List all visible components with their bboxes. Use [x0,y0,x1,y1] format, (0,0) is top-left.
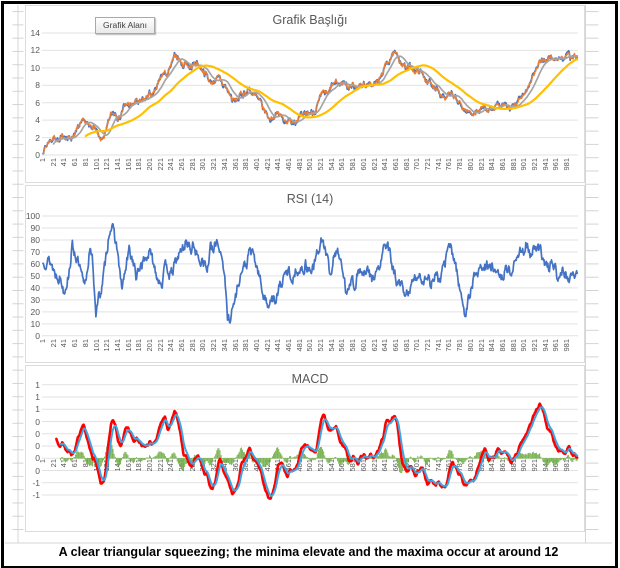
y-tick-label: 0 [35,465,40,476]
y-tick-label: 4 [35,115,40,126]
macd-chart-title: MACD [291,372,329,386]
y-tick-label: 10 [30,318,40,329]
y-tick-label: 0 [35,416,40,427]
y-tick-label: 0 [35,330,40,341]
y-tick-label: -1 [32,477,40,488]
y-tick-label: 90 [30,223,40,233]
y-tick-label: 8 [35,80,40,91]
y-tick-label: 0 [35,453,40,464]
y-tick-label: 1 [35,392,40,402]
y-tick-label: 10 [30,62,40,73]
y-tick-label: 0 [35,441,40,451]
y-tick-label: 80 [30,235,40,245]
rsi-chart-title: RSI (14) [286,192,334,206]
y-tick-label: 30 [30,294,40,305]
y-tick-label: 2 [35,132,40,143]
caption-text: A clear triangular squeezing; the minima… [58,545,559,559]
y-tick-label: 12 [30,45,40,56]
y-tick-label: 6 [35,97,40,108]
y-tick-label: 70 [30,246,40,257]
price-chart-panel[interactable] [25,5,585,183]
chart-area-tooltip: Grafik Alanı [95,17,155,34]
y-tick-label: 60 [30,258,40,269]
y-tick-label: -1 [32,490,40,500]
price-chart-title: Grafik Başlığı [272,13,348,27]
y-tick-label: 40 [30,282,40,293]
y-tick-label: 0 [35,150,40,160]
y-tick-label: 50 [30,270,40,281]
y-tick-label: 14 [30,28,40,38]
y-tick-label: 1 [35,404,40,415]
y-tick-label: 1 [35,379,40,390]
y-tick-label: 0 [35,428,40,439]
y-tick-label: 20 [30,306,40,317]
y-tick-label: 100 [25,211,40,221]
